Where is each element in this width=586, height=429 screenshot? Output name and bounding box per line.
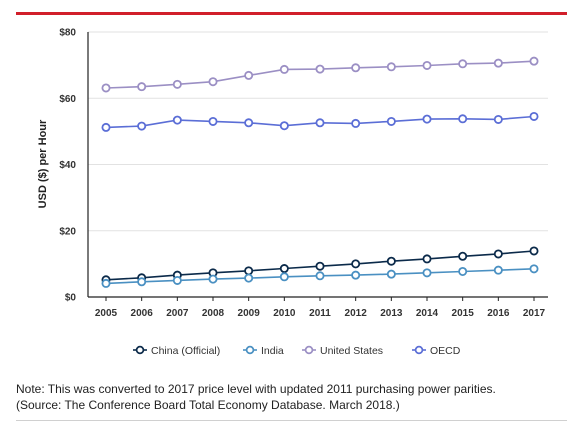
data-point-india: [101, 278, 111, 288]
y-axis-label: USD ($) per Hour: [37, 119, 49, 208]
data-point-united-states: [208, 77, 218, 87]
data-point-china-official: [493, 249, 503, 259]
data-point-china-official: [351, 259, 361, 269]
legend-item-oecd: OECD: [412, 345, 461, 357]
y-tick-labels: $0 $20 $40 $60 $80: [59, 28, 76, 304]
x-tick-label: 2012: [345, 308, 368, 319]
data-point-united-states: [386, 62, 396, 72]
y-tick-label: $80: [59, 28, 76, 39]
series-united-states: [101, 56, 539, 93]
data-point-oecd: [137, 121, 147, 131]
legend: China (Official) India United States OECD: [133, 345, 461, 357]
data-point-india: [172, 275, 182, 285]
data-point-india: [244, 273, 254, 283]
data-point-united-states: [244, 70, 254, 80]
y-tick-label: $20: [59, 226, 76, 237]
data-point-china-official: [244, 266, 254, 276]
data-point-india: [208, 274, 218, 284]
legend-label: OECD: [430, 345, 461, 357]
data-point-oecd: [493, 114, 503, 124]
data-point-united-states: [172, 79, 182, 89]
data-point-oecd: [172, 115, 182, 125]
footnote: Note: This was converted to 2017 price l…: [16, 381, 576, 413]
axes: [87, 32, 548, 301]
data-point-united-states: [137, 82, 147, 92]
data-point-oecd: [244, 118, 254, 128]
top-accent-rule: [16, 12, 567, 15]
series-group: [101, 56, 539, 288]
data-point-china-official: [279, 264, 289, 274]
legend-swatch-marker: [245, 345, 255, 355]
legend-label: India: [261, 345, 284, 357]
x-tick-label: 2010: [273, 308, 296, 319]
data-point-india: [422, 268, 432, 278]
legend-item-china-official: China (Official): [133, 345, 220, 357]
data-point-united-states: [529, 56, 539, 66]
data-point-oecd: [351, 118, 361, 128]
data-point-india: [137, 277, 147, 287]
x-tick-label: 2005: [95, 308, 118, 319]
x-tick-label: 2011: [309, 308, 331, 319]
line-chart: $0$20$40$60$80 2005 2006 2007 2008 2009 2010 2…: [37, 28, 548, 357]
data-point-united-states: [101, 83, 111, 93]
y-tick-label: $0: [65, 293, 77, 304]
data-point-oecd: [422, 114, 432, 124]
x-tick-label: 2008: [202, 308, 225, 319]
legend-label: United States: [320, 345, 383, 357]
legend-swatch-marker: [304, 345, 314, 355]
data-point-united-states: [279, 64, 289, 74]
x-tick-label: 2013: [380, 308, 403, 319]
data-point-oecd: [208, 116, 218, 126]
bottom-divider: [16, 420, 567, 421]
data-point-oecd: [458, 114, 468, 124]
legend-item-india: India: [243, 345, 284, 357]
x-tick-label: 2006: [131, 308, 154, 319]
data-point-united-states: [351, 63, 361, 73]
data-point-india: [493, 265, 503, 275]
data-point-china-official: [529, 246, 539, 256]
data-point-china-official: [458, 251, 468, 261]
data-point-china-official: [422, 254, 432, 264]
x-tick-label: 2015: [452, 308, 475, 319]
data-point-oecd: [279, 121, 289, 131]
data-point-united-states: [458, 59, 468, 69]
data-point-india: [315, 271, 325, 281]
x-tick-label: 2007: [166, 308, 189, 319]
data-point-oecd: [386, 116, 396, 126]
grid-lines: [88, 31, 548, 232]
data-point-india: [351, 270, 361, 280]
x-tick-label: 2016: [487, 308, 510, 319]
data-point-united-states: [493, 58, 503, 68]
data-point-china-official: [315, 261, 325, 271]
y-tick-label: $40: [59, 160, 76, 171]
data-point-china-official: [386, 256, 396, 266]
data-point-oecd: [315, 118, 325, 128]
legend-swatch-marker: [135, 345, 145, 355]
legend-item-united-states: United States: [302, 345, 383, 357]
series-oecd: [101, 111, 539, 132]
legend-swatch-marker: [414, 345, 424, 355]
legend-label: China (Official): [151, 345, 220, 357]
data-point-india: [529, 264, 539, 274]
x-tick-label: 2017: [523, 308, 546, 319]
data-point-india: [279, 272, 289, 282]
data-point-oecd: [101, 122, 111, 132]
x-tick-labels: 2005 2006 2007 2008 2009 2010 2011 2012 2013 2014…: [95, 308, 546, 319]
x-tick-label: 2014: [416, 308, 439, 319]
series-india: [101, 264, 539, 288]
data-point-united-states: [422, 60, 432, 70]
data-point-india: [458, 266, 468, 276]
data-point-india: [386, 269, 396, 279]
data-point-oecd: [529, 111, 539, 121]
x-tick-label: 2009: [238, 308, 261, 319]
footnote-line-2: (Source: The Conference Board Total Econ…: [16, 398, 400, 412]
y-tick-label: $60: [59, 94, 76, 105]
footnote-line-1: Note: This was converted to 2017 price l…: [16, 382, 496, 396]
data-point-united-states: [315, 64, 325, 74]
